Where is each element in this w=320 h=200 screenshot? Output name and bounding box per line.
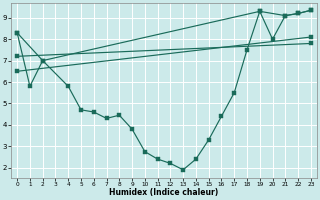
X-axis label: Humidex (Indice chaleur): Humidex (Indice chaleur)	[109, 188, 219, 197]
